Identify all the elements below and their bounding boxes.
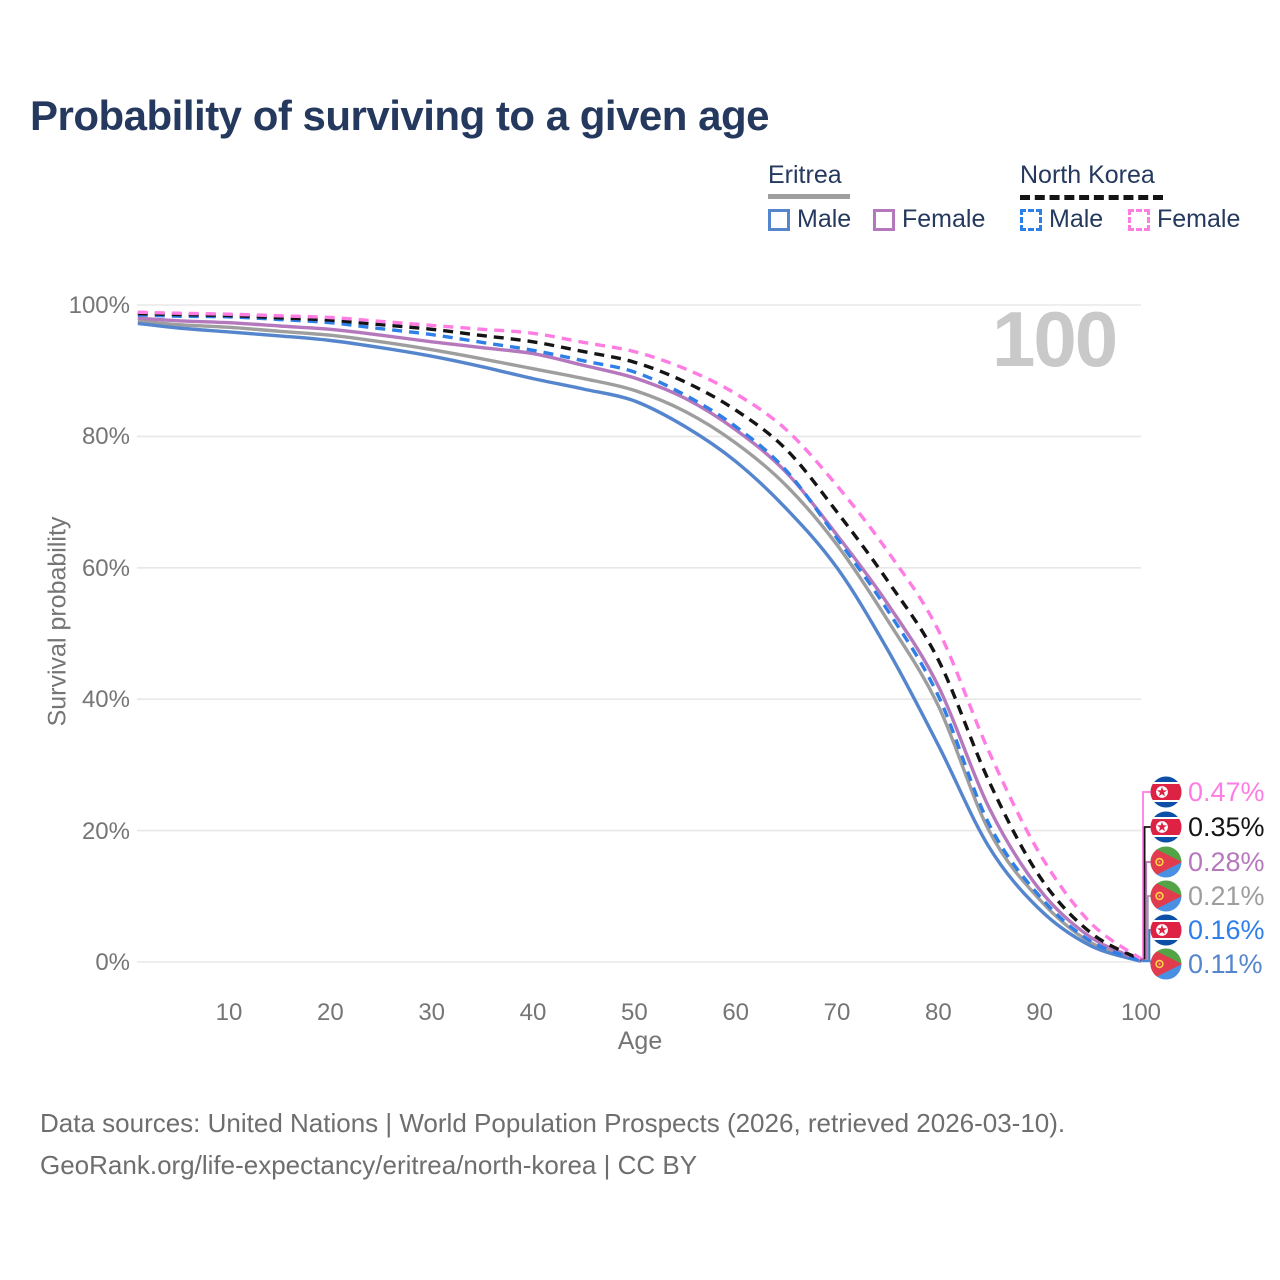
legend-item-label: Female	[1157, 205, 1241, 233]
y-tick-20: 20%	[81, 817, 130, 845]
y-axis-title: Survival probability	[43, 516, 72, 727]
end-label-value: 0.35%	[1188, 811, 1265, 842]
y-tick-0: 0%	[95, 949, 130, 976]
eritrea-flag-icon	[1150, 846, 1182, 878]
y-tick-100: 100%	[68, 292, 130, 319]
watermark-age-100: 100	[992, 295, 1118, 383]
x-tick-60: 60	[722, 999, 750, 1026]
curve-eritrea-female	[137, 316, 1142, 962]
end-label-eritrea-female: 0.28%	[1150, 846, 1265, 878]
end-label-eritrea-male: 0.11%	[1150, 948, 1263, 980]
legend-item-north-korea-female[interactable]: Female	[1128, 205, 1240, 234]
legend-item-eritrea-female[interactable]: Female	[873, 205, 985, 234]
y-tick-80: 80%	[81, 423, 130, 451]
x-tick-20: 20	[317, 999, 344, 1026]
end-label-value: 0.28%	[1188, 846, 1265, 877]
legend-group-eritrea-label: Eritrea	[768, 161, 842, 189]
north-korea-flag-icon	[1150, 914, 1182, 946]
x-axis-title: Age	[617, 1027, 663, 1055]
north-korea-female-swatch-icon	[1128, 208, 1150, 231]
end-label-leader-lines	[1141, 791, 1152, 964]
north-korea-male-swatch-icon	[1020, 208, 1042, 231]
x-tick-90: 90	[1026, 999, 1053, 1026]
legend-item-north-korea-male[interactable]: Male	[1020, 205, 1103, 234]
x-tick-30: 30	[418, 999, 446, 1026]
legend-item-label: Female	[902, 205, 986, 233]
x-tick-70: 70	[823, 999, 851, 1026]
north-korea-flag-icon	[1150, 811, 1182, 843]
legend-eritrea-underline	[768, 194, 850, 199]
end-label-eritrea-both-sexes: 0.21%	[1150, 880, 1265, 912]
legend-item-eritrea-male[interactable]: Male	[768, 205, 851, 234]
curve-eritrea-male	[137, 321, 1142, 963]
y-tick-40: 40%	[81, 686, 130, 714]
x-tick-40: 40	[519, 999, 547, 1026]
end-label-north-korea-both-sexes: 0.35%	[1150, 811, 1265, 843]
legend-group-north-korea: North Korea	[1020, 163, 1163, 200]
end-label-north-korea-male: 0.16%	[1150, 914, 1265, 946]
legend-item-label: Male	[1049, 205, 1104, 233]
end-label-value: 0.16%	[1188, 914, 1265, 945]
source-line-2: GeoRank.org/life-expectancy/eritrea/nort…	[40, 1150, 698, 1180]
y-tick-60: 60%	[81, 554, 130, 582]
x-tick-50: 50	[620, 999, 648, 1026]
north-korea-flag-icon	[1150, 776, 1182, 808]
x-tick-100: 100	[1120, 999, 1162, 1026]
chart-title: Probability of surviving to a given age	[30, 92, 769, 139]
eritrea-flag-icon	[1150, 880, 1182, 912]
curve-eritrea-both-sexes	[137, 319, 1142, 963]
legend-group-north-korea-label: North Korea	[1020, 161, 1155, 189]
x-tick-80: 80	[924, 999, 952, 1026]
x-tick-10: 10	[215, 999, 243, 1026]
eritrea-male-swatch-icon	[768, 208, 790, 231]
end-label-north-korea-female: 0.47%	[1150, 776, 1265, 808]
legend-group-eritrea: Eritrea	[768, 163, 850, 199]
end-label-value: 0.11%	[1188, 948, 1263, 979]
gridlines	[137, 304, 1141, 963]
curve-north-korea-both-sexes	[137, 311, 1142, 962]
curve-north-korea-male	[137, 313, 1142, 963]
survival-curves	[137, 310, 1142, 963]
curve-north-korea-female	[137, 310, 1142, 961]
legend-north-korea-underline	[1020, 190, 1163, 200]
end-label-value: 0.47%	[1188, 776, 1265, 807]
source-line-1: Data sources: United Nations | World Pop…	[40, 1108, 1066, 1138]
legend-item-label: Male	[797, 205, 852, 233]
end-label-value: 0.21%	[1188, 880, 1265, 911]
eritrea-female-swatch-icon	[873, 208, 895, 231]
eritrea-flag-icon	[1150, 948, 1182, 980]
